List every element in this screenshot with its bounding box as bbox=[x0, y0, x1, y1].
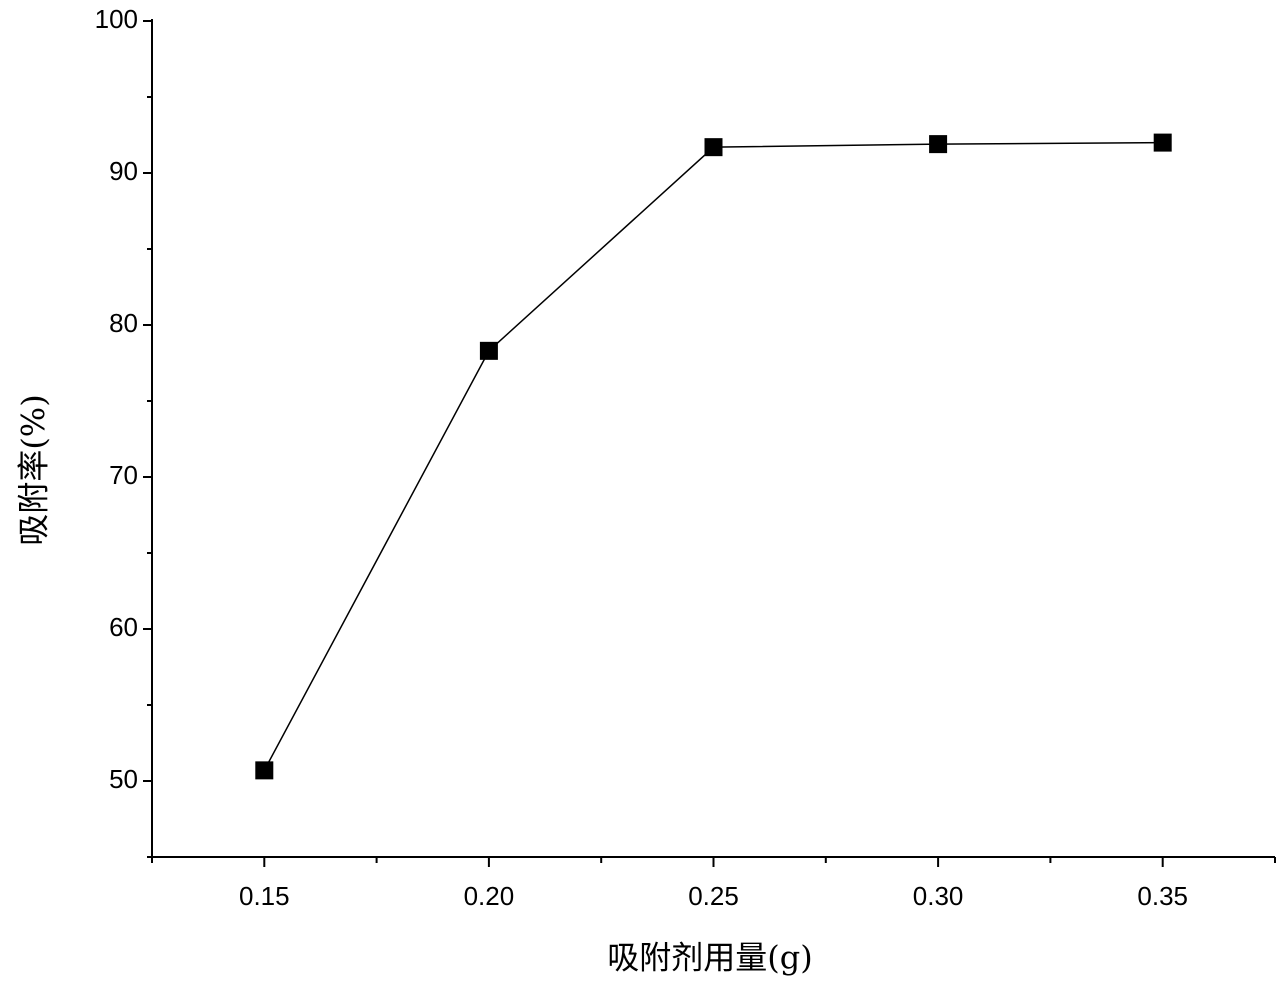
data-marker bbox=[255, 761, 274, 780]
x-tick-label: 0.15 bbox=[239, 881, 290, 911]
x-tick-label: 0.25 bbox=[688, 881, 739, 911]
y-tick-label: 80 bbox=[109, 308, 138, 338]
data-marker bbox=[704, 138, 723, 157]
data-marker bbox=[929, 135, 948, 154]
x-tick-label: 0.20 bbox=[464, 881, 515, 911]
y-tick-label: 50 bbox=[109, 764, 138, 794]
x-tick-label: 0.30 bbox=[913, 881, 964, 911]
y-tick-label: 90 bbox=[109, 156, 138, 186]
x-tick-label: 0.35 bbox=[1137, 881, 1188, 911]
data-marker bbox=[1153, 133, 1172, 152]
x-axis-title: 吸附剂用量(g) bbox=[607, 939, 812, 977]
data-line bbox=[263, 141, 1163, 771]
y-tick-label: 70 bbox=[109, 460, 138, 490]
y-tick-label: 60 bbox=[109, 612, 138, 642]
data-marker bbox=[479, 341, 498, 360]
y-tick-label: 100 bbox=[95, 4, 138, 34]
y-axis-title: 吸附率(%) bbox=[15, 394, 53, 545]
